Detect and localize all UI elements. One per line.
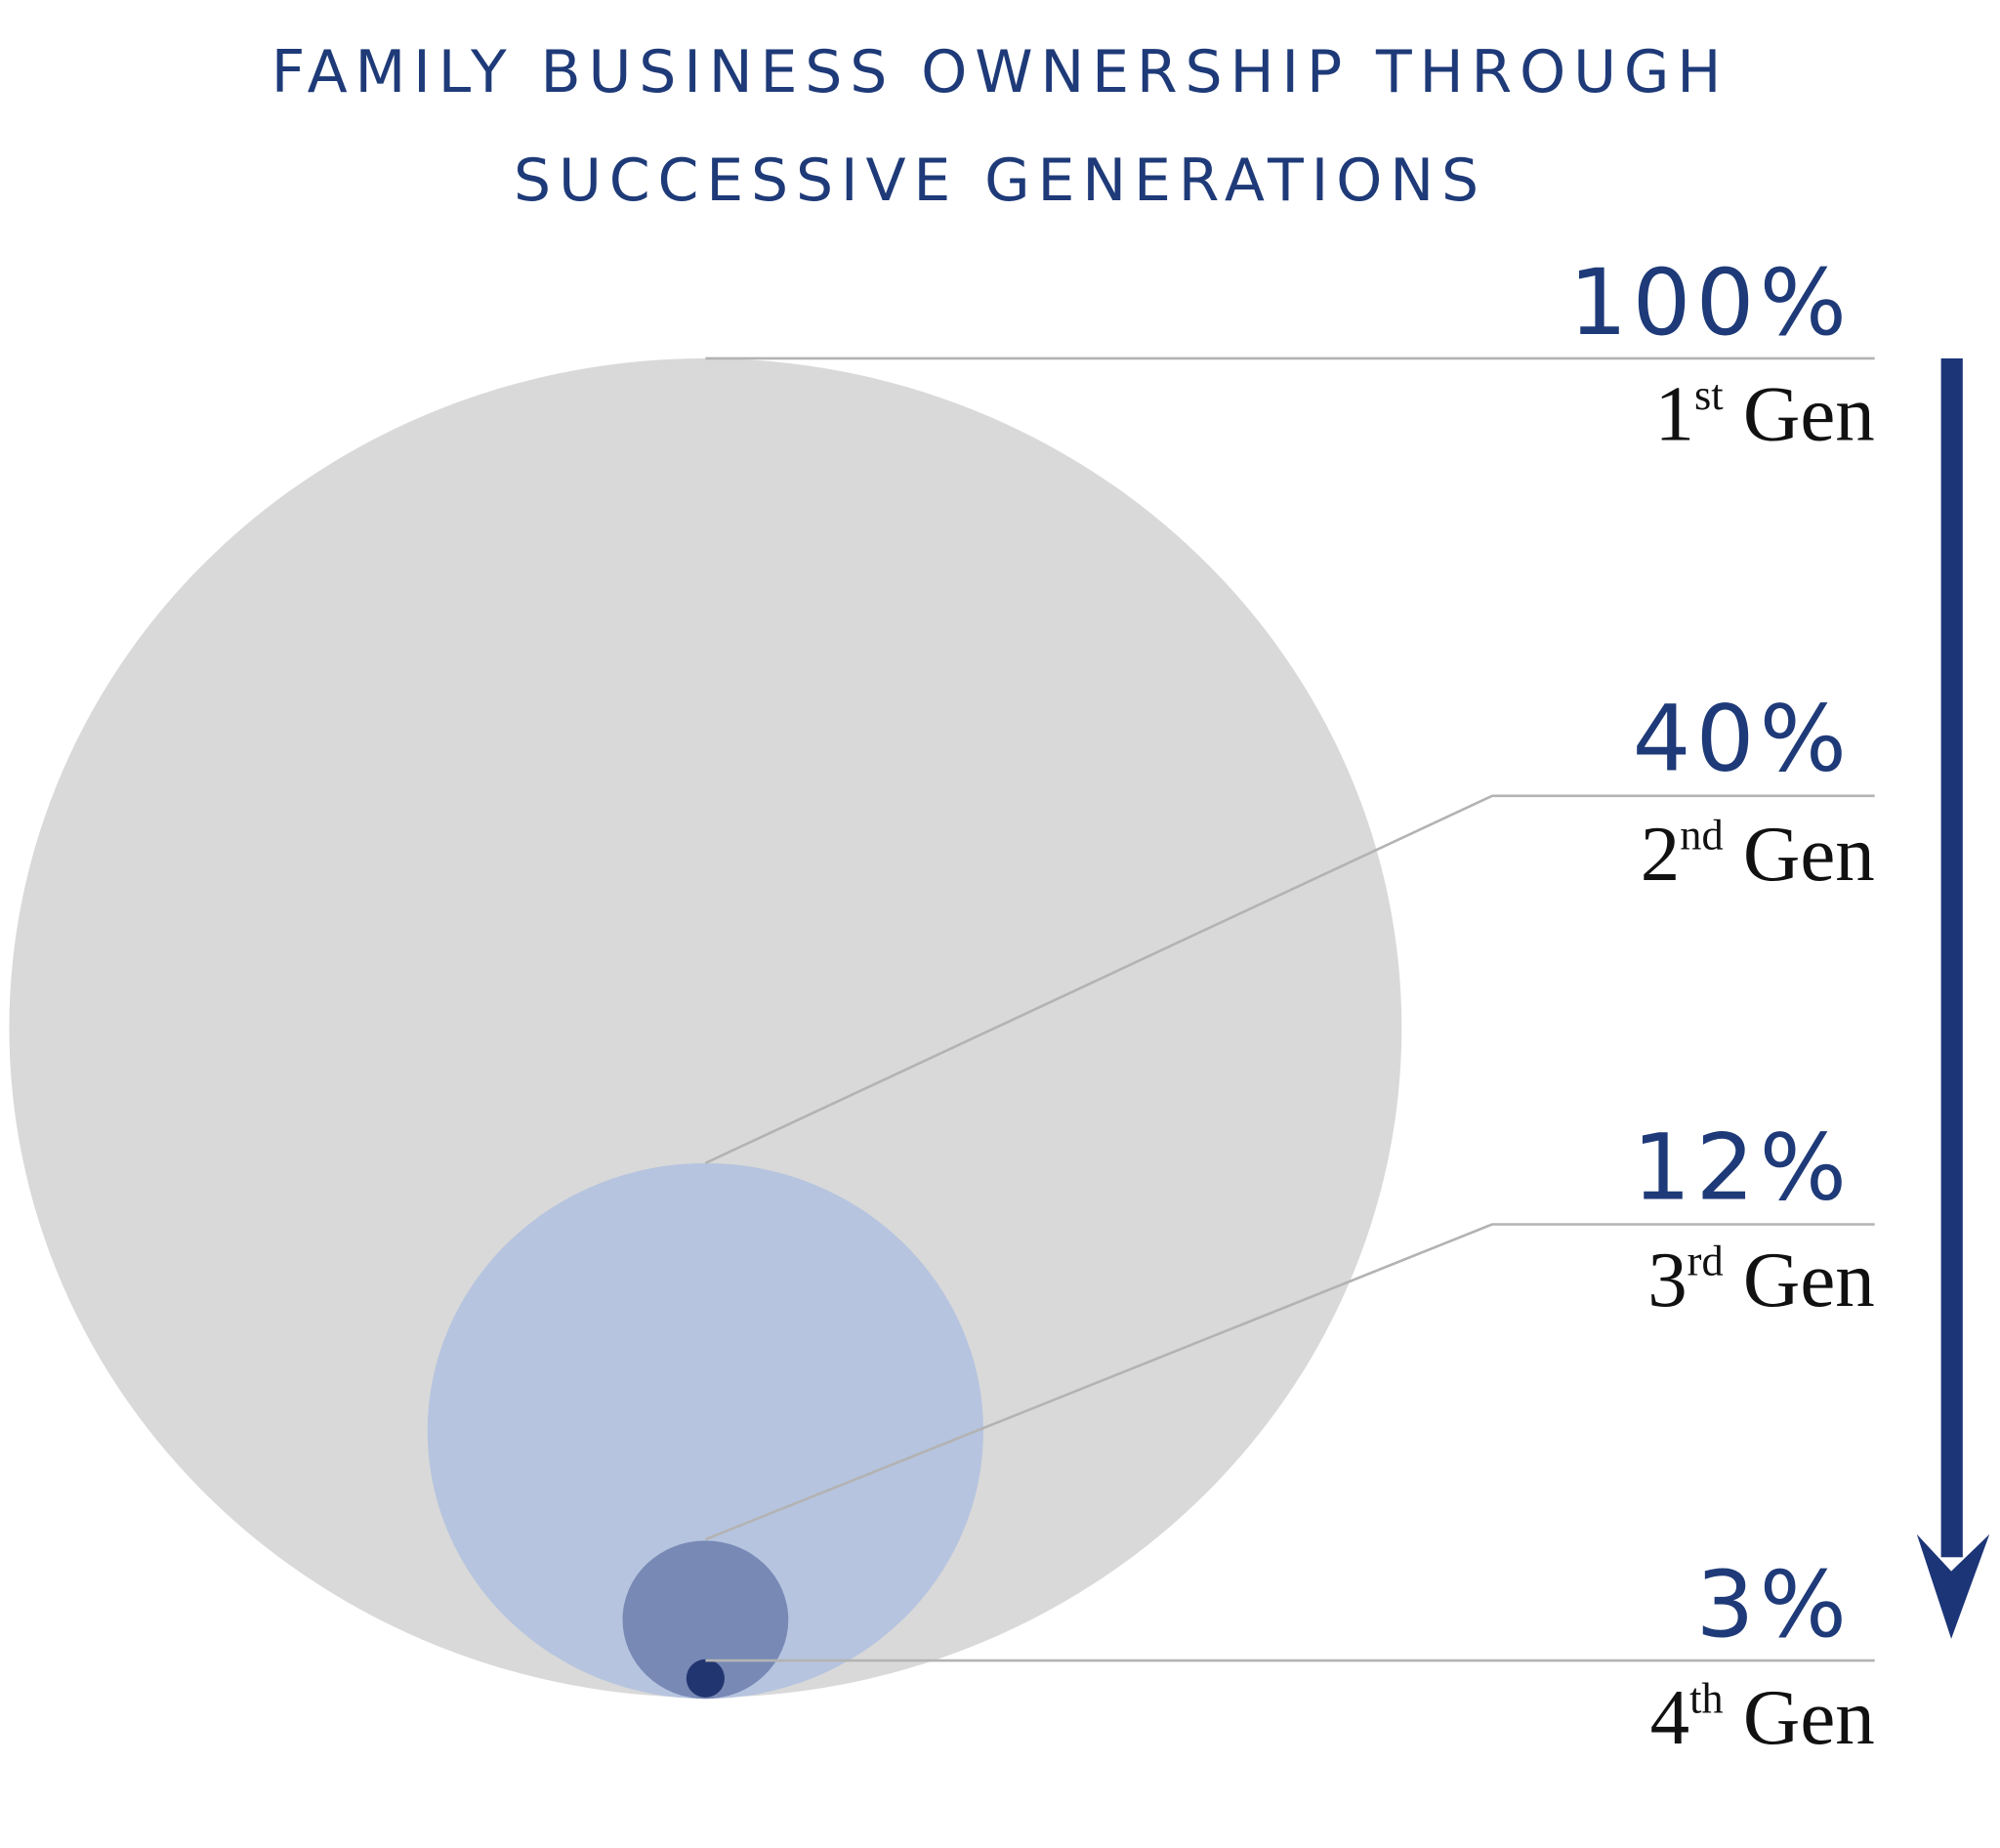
generation-label-2: 2nd Gen: [1641, 810, 1875, 898]
leader-line-3: [704, 1223, 1875, 1541]
percent-label-2: 40%: [1633, 687, 1853, 793]
arrow-down-icon: [1916, 1533, 1990, 1639]
chart-title-line-1: FAMILY BUSINESS OWNERSHIP THROUGH: [271, 38, 1729, 106]
percent-label-3: 12%: [1633, 1114, 1853, 1221]
chart-title-line-2: SUCCESSIVE GENERATIONS: [514, 147, 1486, 215]
bubble-2: [427, 1162, 984, 1700]
percent-label-4: 3%: [1696, 1552, 1853, 1659]
generation-label-4: 4th Gen: [1650, 1673, 1875, 1761]
bubble-4: [686, 1659, 725, 1698]
generation-label-3: 3rd Gen: [1647, 1236, 1875, 1323]
leader-line-2: [704, 794, 1875, 1165]
arrow-shaft: [1940, 357, 1963, 1558]
percent-label-1: 100%: [1569, 250, 1853, 357]
bubble-1: [9, 357, 1402, 1698]
generation-label-1: 1st Gen: [1655, 369, 1875, 457]
